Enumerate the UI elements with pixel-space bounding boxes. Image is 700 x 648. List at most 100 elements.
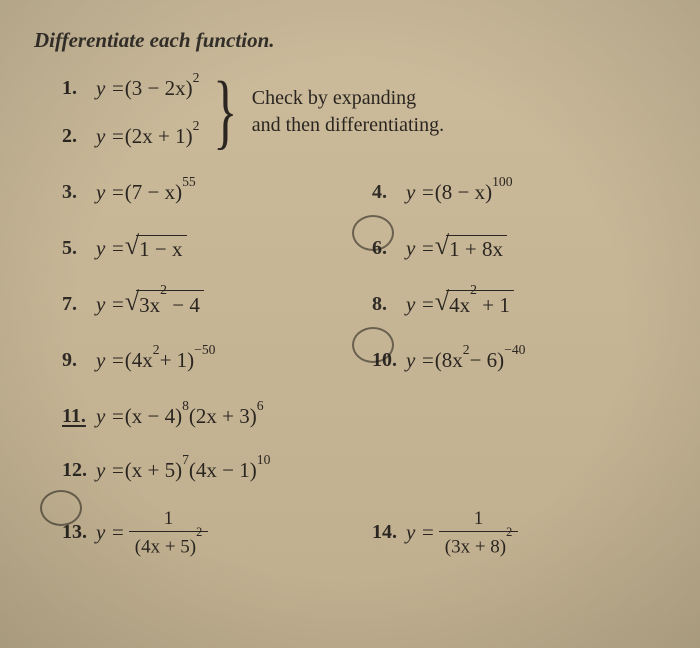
problem-math: y = (7 − x)55	[96, 180, 196, 205]
lhs: y =	[96, 76, 125, 101]
problem-number: 5.	[62, 237, 96, 260]
section-header: Differentiate each function.	[34, 28, 666, 53]
expr-part: (8x	[435, 348, 463, 373]
problem-10: 10. y = (8x2 − 6)−40	[372, 343, 666, 377]
problem-number: 14.	[372, 521, 406, 544]
denominator: (4x + 5)2	[129, 531, 209, 556]
problem-number: 1.	[62, 77, 96, 100]
note-line: and then differentiating.	[252, 112, 444, 139]
radicand: 4x2 + 1	[446, 290, 514, 318]
problem-3: 3. y = (7 − x)55	[62, 175, 362, 209]
sqrt-icon: √4x2 + 1	[435, 290, 514, 318]
problem-math: y = √1 + 8x	[406, 235, 507, 262]
problem-12: 12. y = (x + 5)7(4x − 1)10	[62, 453, 666, 487]
problem-math: y = (4x2 + 1)−50	[96, 348, 216, 373]
exponent: 2	[193, 118, 200, 134]
problem-4: 4. y = (8 − x)100	[372, 175, 666, 209]
problem-math: y = √4x2 + 1	[406, 290, 514, 318]
note-line: Check by expanding	[252, 85, 444, 112]
expr-body: (7 − x)	[125, 180, 182, 205]
problem-14: 14. y = 1 (3x + 8)2	[372, 509, 666, 556]
problem-math: y = (8x2 − 6)−40	[406, 348, 526, 373]
problem-math: y = 1 (3x + 8)2	[406, 509, 518, 556]
expr-body: (2x + 1)	[125, 124, 193, 149]
exponent: −50	[194, 342, 215, 358]
exponent: 7	[182, 452, 189, 468]
exponent: 2	[193, 70, 200, 86]
problem-2: 2. y = (2x + 1)2	[62, 119, 199, 153]
problems-single-column: 11. y = (x − 4)8(2x + 3)6 12. y = (x + 5…	[34, 399, 666, 487]
lhs: y =	[406, 292, 435, 317]
lhs: y =	[96, 458, 125, 483]
radicand: 1 + 8x	[446, 235, 507, 262]
lhs: y =	[96, 404, 125, 429]
lhs: y =	[406, 520, 435, 545]
bracket-block: 1. y = (3 − 2x)2 2. y = (2x + 1)2 } Chec…	[34, 71, 666, 153]
lhs: y =	[406, 236, 435, 261]
problems-fractions: 13. y = 1 (4x + 5)2 14. y = 1 (3x + 8)2	[34, 509, 666, 556]
problem-5: 5. y = √1 − x	[62, 231, 362, 265]
inner-exp: 2	[463, 342, 470, 358]
exponent: 8	[182, 398, 189, 414]
problem-number: 11.	[62, 405, 96, 428]
problem-math: y = (3 − 2x)2	[96, 76, 199, 101]
factor: (x + 5)	[125, 458, 182, 483]
exponent: 55	[182, 174, 196, 190]
problem-math: y = (8 − x)100	[406, 180, 513, 205]
factor: (2x + 3)	[189, 404, 257, 429]
lhs: y =	[96, 180, 125, 205]
expr-body: (3 − 2x)	[125, 76, 193, 101]
problem-number: 10.	[372, 349, 406, 372]
fraction: 1 (3x + 8)2	[439, 509, 519, 556]
problem-math: y = √1 − x	[96, 235, 187, 262]
problem-number: 8.	[372, 293, 406, 316]
problem-math: y = √3x2 − 4	[96, 290, 204, 318]
inner-exp: 2	[153, 342, 160, 358]
lhs: y =	[406, 348, 435, 373]
exponent: −40	[504, 342, 525, 358]
lhs: y =	[406, 180, 435, 205]
radicand: 1 − x	[136, 235, 186, 262]
numerator: 1	[158, 509, 180, 531]
problem-number: 6.	[372, 237, 406, 260]
problem-number: 13.	[62, 521, 96, 544]
exponent: 100	[492, 174, 512, 190]
sqrt-icon: √1 + 8x	[435, 235, 507, 262]
problem-math: y = (x − 4)8(2x + 3)6	[96, 404, 264, 429]
fraction: 1 (4x + 5)2	[129, 509, 209, 556]
lhs: y =	[96, 236, 125, 261]
expr-part: + 1)	[160, 348, 195, 373]
radicand: 3x2 − 4	[136, 290, 204, 318]
problem-9: 9. y = (4x2 + 1)−50	[62, 343, 362, 377]
problem-number: 7.	[62, 293, 96, 316]
problem-8: 8. y = √4x2 + 1	[372, 287, 666, 321]
problem-11: 11. y = (x − 4)8(2x + 3)6	[62, 399, 666, 433]
problem-number: 12.	[62, 459, 96, 482]
lhs: y =	[96, 348, 125, 373]
factor: (4x − 1)	[189, 458, 257, 483]
problem-7: 7. y = √3x2 − 4	[62, 287, 362, 321]
exponent: 10	[257, 452, 271, 468]
exponent: 6	[257, 398, 264, 414]
problem-13: 13. y = 1 (4x + 5)2	[62, 509, 362, 556]
problem-math: y = 1 (4x + 5)2	[96, 509, 208, 556]
bracket-note: Check by expanding and then differentiat…	[252, 85, 444, 139]
factor: (x − 4)	[125, 404, 182, 429]
problem-number: 2.	[62, 125, 96, 148]
problem-math: y = (x + 5)7(4x − 1)10	[96, 458, 270, 483]
curly-bracket-icon: }	[213, 76, 237, 147]
problem-number: 9.	[62, 349, 96, 372]
expr-body: (8 − x)	[435, 180, 492, 205]
sqrt-icon: √1 − x	[125, 235, 187, 262]
problem-1: 1. y = (3 − 2x)2	[62, 71, 199, 105]
problem-math: y = (2x + 1)2	[96, 124, 199, 149]
problems-two-column: 3. y = (7 − x)55 4. y = (8 − x)100 5. y …	[34, 175, 666, 377]
bracket-left-problems: 1. y = (3 − 2x)2 2. y = (2x + 1)2	[34, 71, 199, 153]
denominator: (3x + 8)2	[439, 531, 519, 556]
lhs: y =	[96, 520, 125, 545]
sqrt-icon: √3x2 − 4	[125, 290, 204, 318]
problem-6: 6. y = √1 + 8x	[372, 231, 666, 265]
lhs: y =	[96, 292, 125, 317]
problem-number: 3.	[62, 181, 96, 204]
numerator: 1	[468, 509, 490, 531]
